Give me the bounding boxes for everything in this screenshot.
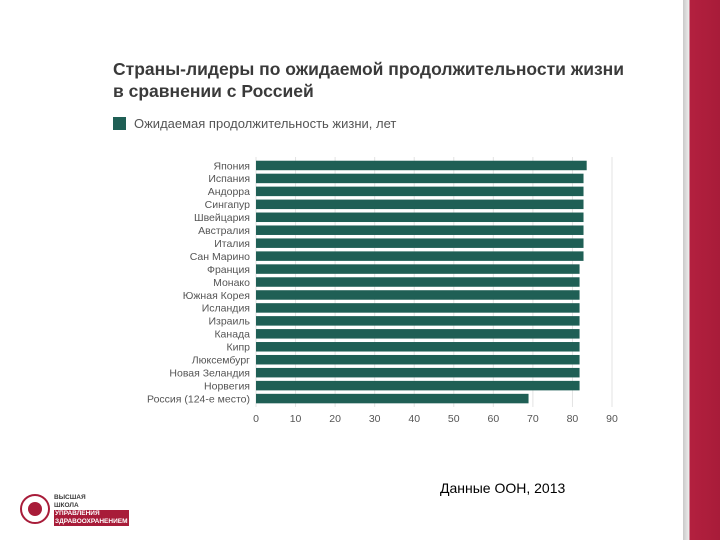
x-tick-label-5: 50 — [448, 413, 460, 425]
category-label-9: Монако — [213, 277, 250, 289]
category-label-1: Испания — [208, 173, 250, 185]
x-tick-label-1: 10 — [290, 413, 302, 425]
category-label-11: Исландия — [202, 303, 250, 315]
bar-16 — [256, 367, 580, 378]
bar-13 — [256, 329, 580, 339]
logo-line-2: ШКОЛА — [54, 502, 79, 509]
category-label-10: Южная Корея — [183, 290, 250, 302]
bar-12 — [256, 316, 580, 326]
seal-icon — [20, 494, 50, 524]
x-tick-label-2: 20 — [329, 413, 341, 425]
decorative-side-band — [683, 0, 720, 540]
bar-0 — [256, 160, 587, 171]
category-label-18: Россия (124-е место) — [147, 393, 250, 405]
source-note: Данные ООН, 2013 — [440, 480, 566, 496]
x-tick-label-7: 70 — [527, 413, 539, 425]
x-tick-label-0: 0 — [253, 413, 259, 425]
legend-swatch — [113, 116, 126, 130]
category-label-3: Сингапур — [205, 199, 251, 211]
category-label-12: Израиль — [208, 316, 250, 328]
logo-line-1: ВЫСШАЯ — [54, 494, 86, 501]
category-label-4: Швейцария — [194, 212, 250, 224]
category-label-2: Андорра — [208, 186, 250, 198]
bar-6 — [256, 238, 584, 248]
bar-7 — [256, 251, 584, 261]
logo-line-4: ЗДРАВООХРАНЕНИЕМ — [54, 518, 129, 526]
institution-logo: ВЫСШАЯ ШКОЛА УПРАВЛЕНИЯ ЗДРАВООХРАНЕНИЕМ — [20, 494, 160, 534]
category-label-16: Новая Зеландия — [169, 367, 250, 379]
x-tick-label-8: 80 — [567, 413, 579, 425]
chart-legend: Ожидаемая продолжительность жизни, лет — [113, 115, 396, 131]
category-label-5: Австралия — [198, 225, 250, 237]
category-label-17: Норвегия — [204, 380, 250, 392]
category-label-8: Франция — [207, 264, 250, 276]
bar-8 — [256, 264, 580, 274]
bar-5 — [256, 225, 584, 235]
x-tick-label-6: 60 — [487, 413, 499, 425]
category-label-7: Сан Марино — [190, 251, 250, 263]
bar-14 — [256, 342, 580, 352]
category-label-15: Люксембург — [192, 355, 250, 367]
category-label-13: Канада — [214, 329, 250, 341]
x-tick-label-3: 30 — [369, 413, 381, 425]
bar-3 — [256, 199, 584, 210]
bar-1 — [256, 173, 584, 184]
bar-15 — [256, 354, 580, 365]
bar-2 — [256, 186, 584, 197]
bar-17 — [256, 380, 580, 391]
legend-label: Ожидаемая продолжительность жизни, лет — [134, 115, 397, 131]
category-label-0: Япония — [214, 160, 250, 172]
chart-title-line-2: в сравнении с Россией — [113, 81, 314, 101]
x-tick-label-9: 90 — [606, 413, 618, 425]
bar-10 — [256, 290, 580, 300]
chart-title-line-1: Страны-лидеры по ожидаемой продолжительн… — [113, 59, 624, 79]
bar-11 — [256, 303, 580, 313]
x-tick-label-4: 40 — [408, 413, 420, 425]
logo-text: ВЫСШАЯ ШКОЛА УПРАВЛЕНИЯ ЗДРАВООХРАНЕНИЕМ — [54, 494, 129, 526]
category-label-6: Италия — [214, 238, 250, 250]
bar-18 — [256, 393, 529, 404]
chart-title: Страны-лидеры по ожидаемой продолжительн… — [113, 58, 653, 102]
bar-9 — [256, 277, 580, 287]
logo-line-3: УПРАВЛЕНИЯ — [54, 510, 129, 518]
bar-4 — [256, 212, 584, 223]
category-label-14: Кипр — [226, 342, 250, 354]
